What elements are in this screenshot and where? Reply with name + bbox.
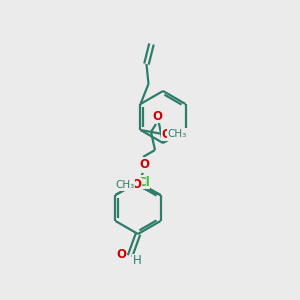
Text: O: O	[116, 248, 126, 260]
Text: O: O	[139, 158, 149, 170]
Text: Cl: Cl	[137, 176, 150, 188]
Text: O: O	[161, 128, 172, 140]
Text: CH₃: CH₃	[115, 180, 134, 190]
Text: CH₃: CH₃	[168, 129, 187, 139]
Text: H: H	[133, 254, 141, 268]
Text: O: O	[131, 178, 142, 191]
Text: O: O	[152, 110, 162, 122]
